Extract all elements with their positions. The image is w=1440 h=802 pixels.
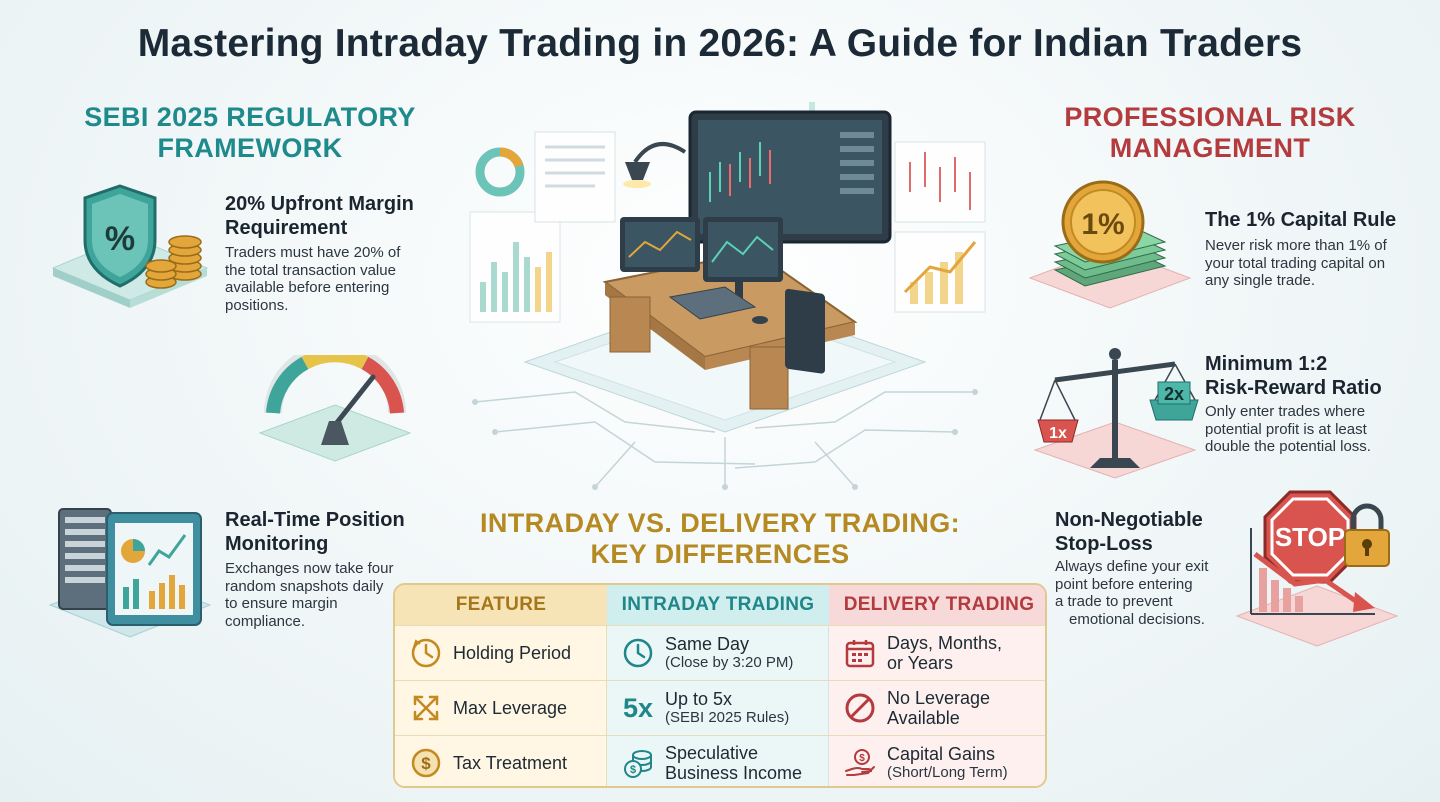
hand-coin-icon: $ <box>843 746 877 780</box>
column-header-delivery: DELIVERY TRADING <box>829 585 1045 625</box>
comparison-heading: INTRADAY VS. DELIVERY TRADING: KEY DIFFE… <box>479 508 961 569</box>
table-row-tax-intraday: $ Speculative Business Income <box>607 735 829 786</box>
stop-loss-text: Always define your exit point before ent… <box>1055 558 1209 628</box>
capital-rule-title: The 1% Capital Rule <box>1205 209 1397 231</box>
svg-text:$: $ <box>630 764 636 776</box>
capital-rule-text: Never risk more than 1% of your total tr… <box>1205 237 1387 289</box>
shield-percent-text: % <box>105 220 135 258</box>
svg-text:$: $ <box>859 753 865 764</box>
coin-cash-icon: 1% <box>1025 170 1195 320</box>
clock-icon <box>409 636 443 670</box>
table-row-holding-intraday: Same Day (Close by 3:20 PM) <box>607 625 829 680</box>
column-header-feature: FEATURE <box>395 585 607 625</box>
risk-reward-title: Minimum 1:2 Risk-Reward Ratio <box>1205 353 1382 399</box>
expand-arrows-icon <box>409 691 443 725</box>
table-row-tax-feature: $ Tax Treatment <box>395 735 607 786</box>
dollar-coin-icon: $ <box>409 746 443 780</box>
no-entry-icon <box>843 691 877 725</box>
shield-percent-icon: % <box>45 178 215 318</box>
table-row-holding-delivery: Days, Months, or Years <box>829 625 1045 680</box>
risk-heading: PROFESSIONAL RISK MANAGEMENT <box>1064 102 1356 163</box>
margin-requirement-text: Traders must have 20% of the total trans… <box>225 244 401 314</box>
table-row-leverage-delivery: No Leverage Available <box>829 680 1045 735</box>
page-title: Mastering Intraday Trading in 2026: A Gu… <box>137 22 1303 65</box>
coins-icon: $ <box>621 746 655 780</box>
svg-text:$: $ <box>421 754 431 773</box>
margin-requirement-title: 20% Upfront Margin Requirement <box>225 193 414 239</box>
position-monitoring-title: Real-Time Position Monitoring <box>225 509 405 555</box>
clock-icon <box>621 636 655 670</box>
server-monitor-icon <box>45 495 215 645</box>
stop-label: STOP <box>1275 522 1345 552</box>
gauge-icon <box>255 342 415 465</box>
position-monitoring-text: Exchanges now take four random snapshots… <box>225 560 394 630</box>
scale-left-label: 1x <box>1049 425 1067 442</box>
stop-sign-lock-icon: STOP <box>1235 488 1400 648</box>
column-header-intraday: INTRADAY TRADING <box>607 585 829 625</box>
table-row-tax-delivery: $ Capital Gains (Short/Long Term) <box>829 735 1045 786</box>
table-row-leverage-feature: Max Leverage <box>395 680 607 735</box>
risk-reward-text: Only enter trades where potential profit… <box>1205 403 1371 455</box>
calendar-icon <box>843 636 877 670</box>
scale-right-label: 2x <box>1164 384 1184 404</box>
trading-desk-illustration <box>455 92 995 492</box>
sebi-heading: SEBI 2025 REGULATORY FRAMEWORK <box>84 102 416 163</box>
stop-loss-title: Non-Negotiable Stop-Loss <box>1055 509 1203 555</box>
leverage-badge: 5x <box>622 692 654 723</box>
coin-label: 1% <box>1081 208 1124 241</box>
table-row-holding-feature: Holding Period <box>395 625 607 680</box>
balance-scale-icon: 1x 2x <box>1030 340 1200 485</box>
comparison-table: FEATURE INTRADAY TRADING DELIVERY TRADIN… <box>393 583 1047 788</box>
table-row-leverage-intraday: 5x Up to 5x (SEBI 2025 Rules) <box>607 680 829 735</box>
